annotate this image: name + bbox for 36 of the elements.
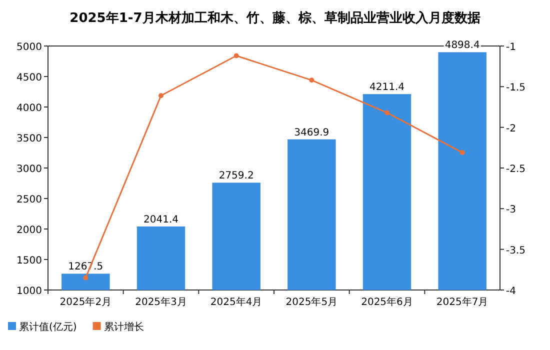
y-tick-label: 3000 (16, 164, 42, 175)
point (309, 78, 314, 83)
y2-tick-label: -1.5 (506, 82, 526, 94)
data-label: 4211.4 (370, 82, 404, 94)
y-tick-label: 1500 (16, 256, 42, 266)
x-tick-label: 2025年3月 (135, 296, 187, 308)
data-label: 3469.9 (294, 127, 330, 138)
point (158, 93, 164, 98)
chart-title: 2025年1-7月木材加工和木、竹、藤、棕、草制品业营业收入月度数据 (70, 10, 480, 26)
x-tick-label: 2025年7月 (436, 296, 488, 308)
data-label: 2041.4 (144, 214, 178, 226)
y2-tick-label: -2 (506, 123, 516, 134)
data-label: 4898.4 (444, 40, 480, 52)
point (83, 275, 88, 280)
y2-tick-label: -1 (506, 42, 516, 53)
x-tick-label: 2025年4月 (210, 296, 262, 308)
y-tick-label: 1000 (16, 286, 42, 297)
y-tick-label: 2000 (16, 225, 42, 236)
x-tick-label: 2025年2月 (60, 296, 112, 308)
data-label: 2759.2 (218, 170, 254, 182)
y2-tick-label: -2.5 (506, 164, 526, 175)
y-tick-label: 2500 (16, 194, 42, 206)
point (460, 150, 465, 156)
y2-tick-label: -3 (506, 204, 516, 216)
y2-tick-label: -4 (506, 286, 516, 297)
y-tick-label: 4000 (16, 103, 42, 114)
y-tick-label: 3500 (16, 134, 42, 144)
legend-label: 累计增长 (104, 321, 144, 333)
x-tick-label: 2025年5月 (286, 296, 338, 308)
legend-label: 累计值(亿元) (19, 321, 77, 333)
y-tick-label: 4500 (16, 72, 42, 84)
x-tick-label: 2025年6月 (361, 296, 413, 308)
point (384, 110, 390, 116)
y-tick-label: 5000 (16, 42, 42, 53)
point (234, 53, 239, 58)
y2-tick-label: -3.5 (506, 245, 526, 256)
